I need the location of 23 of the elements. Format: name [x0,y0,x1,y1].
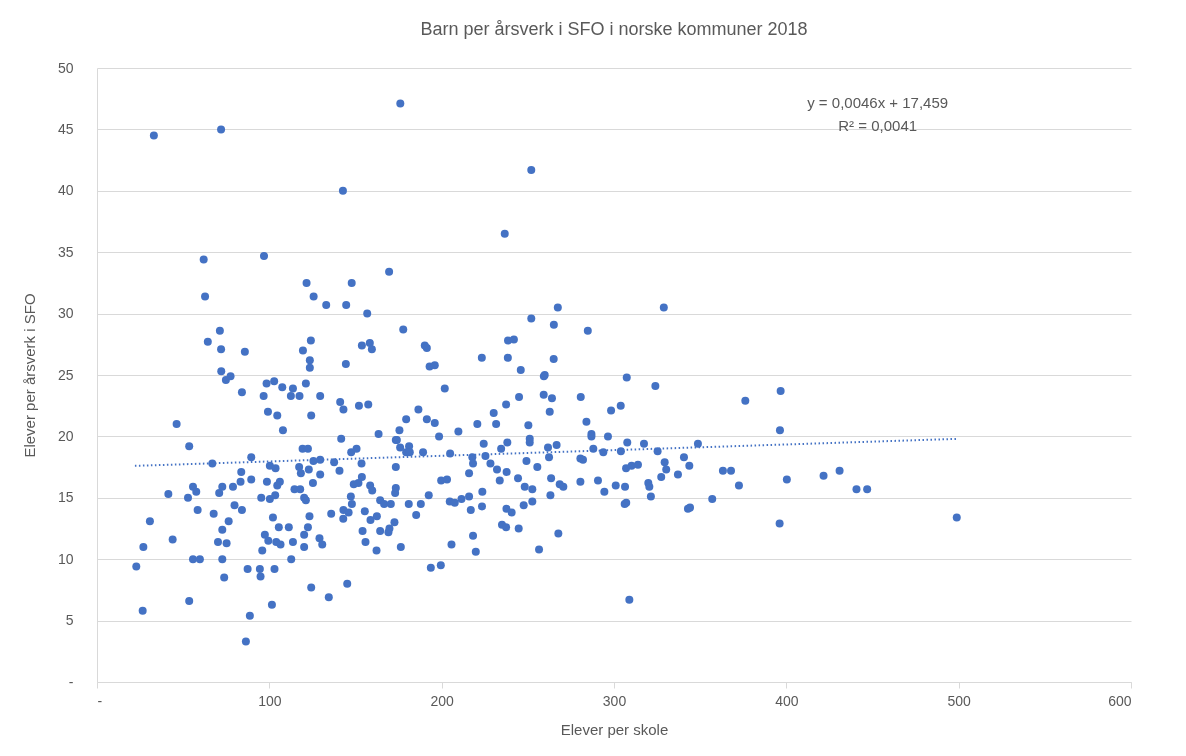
annotation: R² = 0,0041 [838,117,918,134]
x-tick-label: 300 [602,692,627,709]
x-tick-label: 400 [775,692,799,709]
annotation: y = 0,0046x + 17,459 [807,94,949,111]
y-tick-label: 20 [57,427,74,444]
y-tick-label: 50 [57,59,74,76]
y-tick-label: 45 [57,120,74,137]
y-tick-label: 10 [57,550,74,567]
y-tick-label: - [68,673,74,690]
y-tick-label: 40 [57,182,74,199]
y-tick-label: 5 [65,612,74,629]
x-tick-label: 600 [1108,692,1132,709]
y-tick-label: 25 [57,366,74,383]
y-tick-label: 30 [57,305,74,322]
y-axis-title: Elever per årsverk i SFO [20,293,38,458]
x-tick-label: - [97,692,103,709]
x-axis-title: Elever per skole [560,720,669,738]
x-tick-label: 200 [430,692,455,709]
x-tick-label: 100 [258,692,282,709]
y-tick-label: 15 [57,489,74,506]
y-tick-label: 35 [57,243,74,260]
x-tick-label: 500 [947,692,972,709]
chart-title: Barn per årsverk i SFO i norske kommuner 2018 [420,19,808,39]
